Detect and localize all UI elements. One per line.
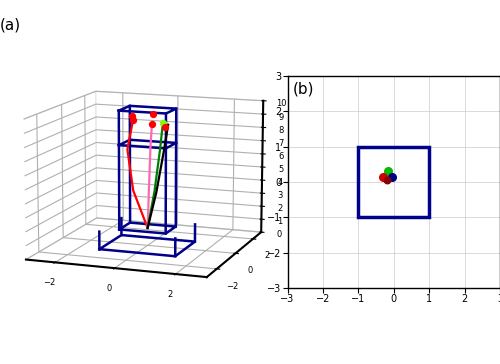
Bar (358, 147, 429, 217)
Point (388, 174, 396, 179)
Point (382, 177, 390, 183)
Point (384, 169, 392, 174)
Text: (b): (b) (293, 81, 314, 96)
Point (379, 174, 387, 179)
Text: (a): (a) (0, 17, 21, 32)
